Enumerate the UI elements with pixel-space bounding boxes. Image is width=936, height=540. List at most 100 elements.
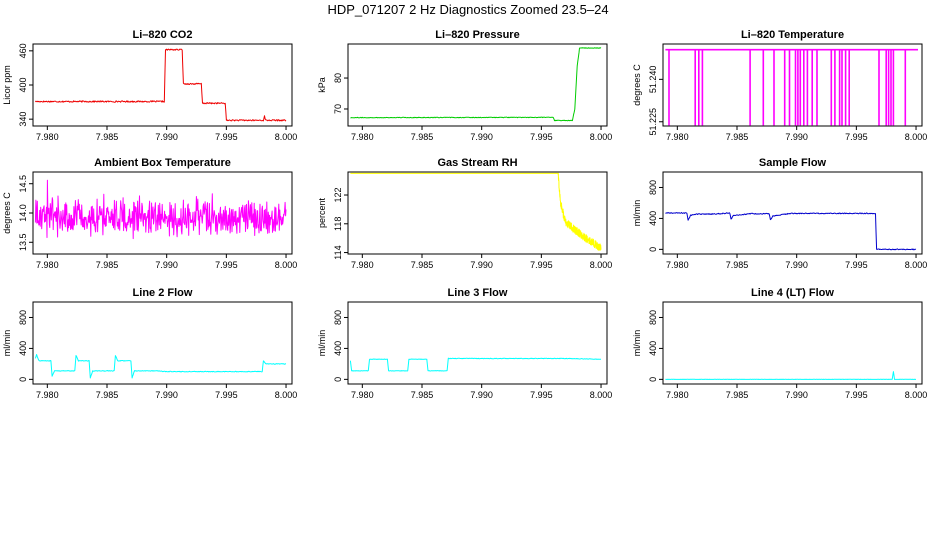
y-tick-label: 400 [18,77,28,92]
y-axis-label: ml/min [632,200,642,227]
y-tick-label: 400 [648,341,658,356]
y-tick-label: 400 [333,341,343,356]
panel-title: Line 4 (LT) Flow [751,287,834,299]
x-tick-label: 7.985 [726,390,749,400]
y-tick-label: 340 [18,112,28,127]
plot-frame [32,301,293,385]
x-tick-label: 7.990 [470,260,493,270]
x-tick-label: 7.990 [785,390,808,400]
y-tick-label: 118 [333,217,343,231]
x-tick-label: 7.985 [411,390,434,400]
y-tick-label: 51.240 [648,66,658,94]
x-tick-label: 7.990 [155,132,178,142]
y-axis-label: degrees C [632,64,642,106]
series-line-co2 [35,48,287,122]
y-tick-label: 122 [333,188,343,203]
plot-frame [347,43,608,127]
figure-title: HDP_071207 2 Hz Diagnostics Zoomed 23.5–… [327,2,608,17]
x-tick-label: 7.990 [470,132,493,142]
x-tick-label: 7.995 [215,390,238,400]
x-tick-label: 8.000 [905,132,928,142]
y-axis-label: Licor ppm [2,65,12,105]
x-tick-label: 8.000 [590,390,613,400]
panel-title: Li–820 Temperature [741,29,844,41]
plot-frame [347,301,608,385]
x-tick-label: 7.995 [530,390,553,400]
x-tick-label: 7.980 [351,132,374,142]
x-tick-label: 7.985 [726,132,749,142]
series-line-line3-flow [349,357,601,372]
x-tick-label: 8.000 [275,390,298,400]
y-tick-label: 0 [333,377,343,382]
x-tick-label: 8.000 [590,260,613,270]
series-line-ambient-temp [34,179,287,240]
panel-title: Gas Stream RH [437,157,517,169]
plot-frame [662,171,923,255]
series-line-pressure [350,47,602,122]
y-tick-label: 114 [333,245,343,259]
x-tick-label: 7.995 [530,260,553,270]
x-tick-label: 7.980 [666,260,689,270]
panel-title: Sample Flow [759,157,827,169]
panel-title: Li–820 Pressure [435,29,519,41]
x-tick-label: 7.985 [411,132,434,142]
x-tick-label: 7.985 [411,260,434,270]
x-tick-label: 7.990 [785,260,808,270]
series-line-licor-temp [665,48,918,126]
y-axis-label: degrees C [2,192,12,234]
series-line-line2-flow [34,354,287,379]
panel-title: Li–820 CO2 [133,29,193,41]
x-tick-label: 7.980 [666,132,689,142]
x-tick-label: 8.000 [275,260,298,270]
y-tick-label: 800 [333,310,343,325]
x-tick-label: 7.990 [470,390,493,400]
plot-frame [32,43,293,127]
y-tick-label: 13.5 [18,234,28,252]
plot-frame [662,301,923,385]
x-tick-label: 7.990 [155,260,178,270]
x-tick-label: 8.000 [590,132,613,142]
panel-title: Line 3 Flow [448,287,508,299]
x-tick-label: 7.995 [215,260,238,270]
y-tick-label: 460 [18,43,28,58]
y-tick-label: 400 [18,341,28,356]
plot-frame [662,43,923,127]
chart-panel-sample-flow: Sample Flow 7.980 7.985 7.990 7.995 8.000 0 400… [632,157,927,270]
y-axis-label: percent [317,197,327,228]
chart-panel-pressure: Li–820 Pressure 7.980 7.985 7.990 7.995 8.000… [317,29,612,142]
y-tick-label: 14.0 [18,204,28,222]
chart-panel-co2: Li–820 CO2 7.980 7.985 7.990 7.995 8.000 340 40… [2,29,297,142]
y-tick-label: 51.225 [648,108,658,136]
x-tick-label: 7.980 [36,390,59,400]
y-tick-label: 0 [648,247,658,252]
x-tick-label: 7.995 [215,132,238,142]
chart-panel-line3-flow: Line 3 Flow 7.980 7.985 7.990 7.995 8.000 0 400… [317,287,612,400]
panel-title: Ambient Box Temperature [94,157,231,169]
chart-panel-line2-flow: Line 2 Flow 7.980 7.985 7.990 7.995 8.000 0 400… [2,287,297,400]
x-tick-label: 7.985 [96,390,119,400]
x-tick-label: 7.990 [155,390,178,400]
chart-panel-licor-temp: Li–820 Temperature 7.980 7.985 7.990 7.995 8.… [632,29,927,142]
x-tick-label: 7.995 [845,260,868,270]
panel-grid: Li–820 CO2 7.980 7.985 7.990 7.995 8.000 340 40… [2,29,927,400]
y-tick-label: 80 [333,73,343,83]
x-tick-label: 8.000 [905,260,928,270]
y-tick-label: 70 [333,104,343,114]
x-tick-label: 8.000 [275,132,298,142]
x-tick-label: 7.980 [351,390,374,400]
y-tick-label: 800 [18,310,28,325]
x-tick-label: 7.985 [96,132,119,142]
chart-panel-ambient-temp: Ambient Box Temperature 7.980 7.985 7.990 7.… [2,157,297,270]
y-tick-label: 14.5 [18,175,28,193]
plot-frame [347,171,608,255]
y-axis-label: ml/min [2,330,12,357]
y-axis-label: ml/min [632,330,642,357]
x-tick-label: 7.980 [36,260,59,270]
series-line-line4-flow [665,371,916,380]
y-tick-label: 0 [648,377,658,382]
x-tick-label: 7.985 [96,260,119,270]
x-tick-label: 7.980 [351,260,374,270]
x-tick-label: 7.990 [785,132,808,142]
y-axis-label: kPa [317,77,327,93]
